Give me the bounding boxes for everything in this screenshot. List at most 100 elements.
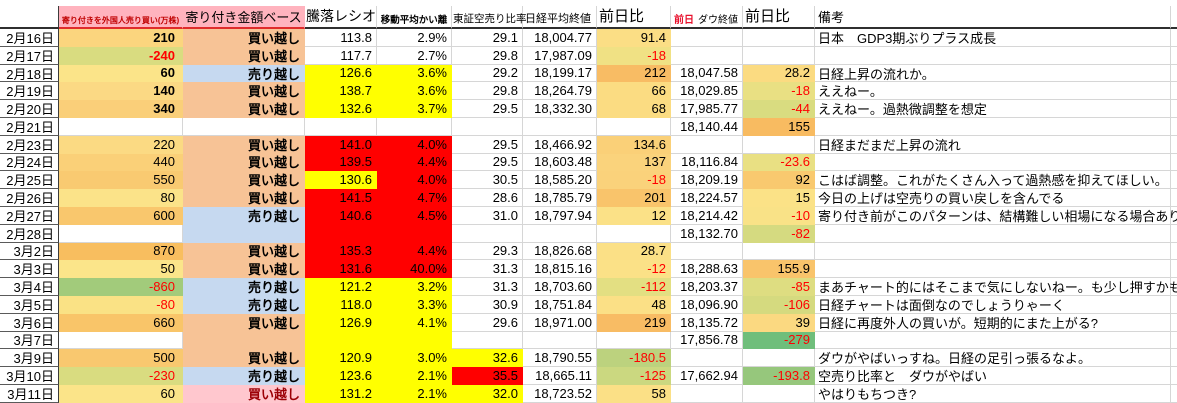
cell-short[interactable] <box>452 224 523 243</box>
cell-note[interactable]: やはりもちつき? <box>815 384 1171 403</box>
cell-ratio[interactable]: 140.6 <box>305 206 377 225</box>
cell-nikkei[interactable]: 18,785.79 <box>523 189 597 207</box>
cell-short[interactable]: 29.5 <box>452 100 523 118</box>
cell-chg[interactable]: 137 <box>597 153 671 172</box>
cell-base[interactable]: 買い越し <box>183 313 305 332</box>
cell-dow[interactable] <box>671 46 743 65</box>
cell-dev[interactable]: 4.4% <box>377 153 452 172</box>
cell-nikkei[interactable]: 18,665.11 <box>523 367 597 385</box>
cell-note[interactable] <box>815 260 1171 279</box>
cell-short[interactable]: 29.1 <box>452 29 523 47</box>
cell-dowchg[interactable]: -279 <box>743 331 815 350</box>
cell-foreign[interactable] <box>59 224 183 243</box>
header-day-change[interactable]: 前日比 <box>597 6 671 29</box>
header-moving-average-deviation[interactable]: 移動平均かい離 <box>377 6 452 29</box>
cell-short[interactable]: 32.6 <box>452 349 523 368</box>
cell-dev[interactable]: 4.7% <box>377 189 452 207</box>
cell-dev[interactable]: 2.9% <box>377 29 452 47</box>
cell-base[interactable]: 買い越し <box>183 153 305 172</box>
cell-dev[interactable]: 3.0% <box>377 349 452 368</box>
cell-dowchg[interactable]: 92 <box>743 171 815 190</box>
cell-dowchg[interactable]: 28.2 <box>743 64 815 83</box>
cell-chg[interactable]: 28.7 <box>597 242 671 261</box>
cell-note[interactable] <box>815 224 1171 243</box>
cell-chg[interactable]: 219 <box>597 313 671 332</box>
cell-base[interactable]: 買い越し <box>183 189 305 207</box>
cell-dow[interactable]: 18,132.70 <box>671 224 743 243</box>
cell-dowchg[interactable]: -18 <box>743 82 815 101</box>
cell-ratio[interactable]: 118.0 <box>305 295 377 314</box>
cell-foreign[interactable]: 60 <box>59 384 183 403</box>
cell-dowchg[interactable] <box>743 242 815 261</box>
cell-base[interactable] <box>183 331 305 350</box>
cell-date[interactable]: 2月24日 <box>0 153 59 172</box>
cell-base[interactable]: 買い越し <box>183 135 305 154</box>
cell-dev[interactable]: 3.6% <box>377 82 452 101</box>
cell-ratio[interactable]: 131.6 <box>305 260 377 279</box>
cell-foreign[interactable]: 340 <box>59 100 183 118</box>
cell-foreign[interactable]: 440 <box>59 153 183 172</box>
cell-note[interactable] <box>815 46 1171 65</box>
cell-short[interactable]: 31.0 <box>452 206 523 225</box>
cell-dow[interactable]: 18,047.58 <box>671 64 743 83</box>
cell-dev[interactable] <box>377 331 452 350</box>
cell-dowchg[interactable]: -106 <box>743 295 815 314</box>
cell-foreign[interactable]: 50 <box>59 260 183 279</box>
cell-chg[interactable] <box>597 117 671 136</box>
cell-nikkei[interactable]: 18,585.20 <box>523 171 597 190</box>
cell-note[interactable] <box>815 242 1171 261</box>
cell-dow[interactable]: 18,209.19 <box>671 171 743 190</box>
cell-nikkei[interactable]: 18,466.92 <box>523 135 597 154</box>
cell-nikkei[interactable]: 18,703.60 <box>523 278 597 296</box>
cell-date[interactable]: 2月20日 <box>0 100 59 118</box>
header-opening-amount-base[interactable]: 寄り付き金額ベース <box>183 6 305 29</box>
cell-date[interactable]: 3月11日 <box>0 384 59 403</box>
cell-short[interactable]: 35.5 <box>452 367 523 385</box>
cell-short[interactable]: 32.0 <box>452 384 523 403</box>
cell-date[interactable]: 2月21日 <box>0 117 59 136</box>
cell-ratio[interactable] <box>305 224 377 243</box>
cell-dowchg[interactable] <box>743 29 815 47</box>
cell-base[interactable]: 売り越し <box>183 295 305 314</box>
cell-dev[interactable]: 2.1% <box>377 367 452 385</box>
cell-date[interactable]: 3月4日 <box>0 278 59 296</box>
cell-note[interactable]: ええねー。過熱微調整を想定 <box>815 100 1171 118</box>
cell-date[interactable]: 2月19日 <box>0 82 59 101</box>
cell-dowchg[interactable] <box>743 135 815 154</box>
cell-chg[interactable]: -12 <box>597 260 671 279</box>
header-advance-decline-ratio[interactable]: 騰落レシオ <box>305 6 377 29</box>
cell-foreign[interactable]: 550 <box>59 171 183 190</box>
cell-short[interactable] <box>452 117 523 136</box>
cell-nikkei[interactable]: 18,603.48 <box>523 153 597 172</box>
cell-dow[interactable]: 17,985.77 <box>671 100 743 118</box>
header-dow-change[interactable]: 前日比 <box>743 6 815 29</box>
cell-foreign[interactable]: 140 <box>59 82 183 101</box>
cell-base[interactable]: 売り越し <box>183 367 305 385</box>
cell-foreign[interactable]: 870 <box>59 242 183 261</box>
cell-note[interactable]: 日経チャートは面倒なのでしょうりゃーく <box>815 295 1171 314</box>
cell-short[interactable]: 29.5 <box>452 135 523 154</box>
cell-foreign[interactable]: 210 <box>59 29 183 47</box>
cell-short[interactable]: 29.8 <box>452 82 523 101</box>
cell-short[interactable] <box>452 331 523 350</box>
cell-dow[interactable]: 17,662.94 <box>671 367 743 385</box>
cell-short[interactable]: 28.6 <box>452 189 523 207</box>
cell-nikkei[interactable]: 18,723.52 <box>523 384 597 403</box>
header-date[interactable] <box>0 6 59 29</box>
cell-dev[interactable]: 40.0% <box>377 260 452 279</box>
cell-note[interactable]: こはば調整。これがたくさん入って過熱感を抑えてほしい。 <box>815 171 1171 190</box>
cell-foreign[interactable] <box>59 331 183 350</box>
cell-base[interactable] <box>183 117 305 136</box>
cell-note[interactable] <box>815 331 1171 350</box>
cell-short[interactable]: 29.2 <box>452 64 523 83</box>
cell-base[interactable]: 買い越し <box>183 46 305 65</box>
cell-short[interactable]: 29.5 <box>452 153 523 172</box>
cell-nikkei[interactable] <box>523 117 597 136</box>
cell-dowchg[interactable]: -44 <box>743 100 815 118</box>
cell-foreign[interactable]: 600 <box>59 206 183 225</box>
cell-date[interactable]: 2月27日 <box>0 206 59 225</box>
cell-short[interactable]: 31.3 <box>452 278 523 296</box>
cell-dev[interactable]: 3.2% <box>377 278 452 296</box>
cell-chg[interactable]: -125 <box>597 367 671 385</box>
cell-dev[interactable]: 3.7% <box>377 100 452 118</box>
